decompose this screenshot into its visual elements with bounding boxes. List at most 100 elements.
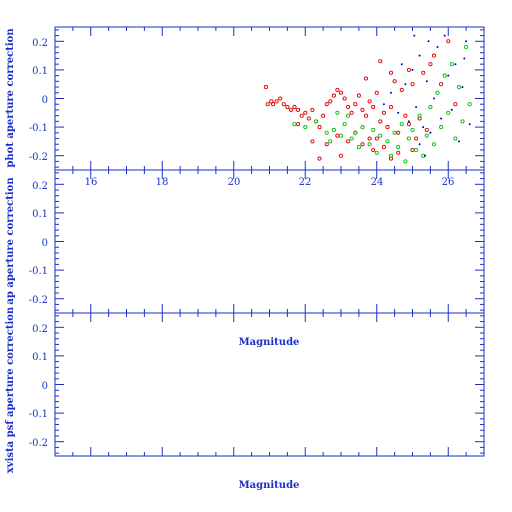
data-point-series-0	[274, 99, 279, 104]
top-ytick-2: 0	[42, 95, 48, 106]
data-point-series-0	[388, 70, 394, 75]
data-point-series-0	[310, 139, 315, 144]
data-point-series-0	[367, 136, 372, 141]
data-point-series-1	[349, 136, 354, 141]
data-point-series-0	[406, 67, 411, 72]
xtick-16: 16	[85, 177, 98, 188]
middle-panel-frame	[54, 169, 485, 314]
data-point-series-1	[403, 159, 408, 164]
data-point-series-1	[396, 145, 401, 150]
xtick-20: 20	[228, 177, 241, 188]
data-point-series-0	[324, 102, 329, 107]
data-point-series-0	[396, 150, 401, 155]
data-point-series-0	[381, 145, 386, 150]
data-point-series-0	[281, 102, 286, 107]
data-point-series-1	[328, 139, 333, 144]
data-point-series-0	[385, 125, 390, 130]
data-point-series-0	[278, 96, 283, 101]
data-point-series-1	[410, 127, 415, 133]
data-point-series-2	[450, 108, 453, 111]
data-point-series-2	[468, 123, 471, 126]
data-point-series-2	[424, 154, 426, 157]
data-point-series-0	[317, 125, 322, 130]
data-point-series-0	[367, 99, 372, 104]
data-point-series-1	[435, 90, 440, 95]
middle-ylabel: ap aperture correction	[5, 177, 16, 305]
data-point-series-1	[424, 133, 429, 138]
data-point-series-0	[349, 110, 354, 115]
bot-ytick-3: -0.1	[29, 409, 48, 420]
data-point-series-0	[424, 127, 429, 133]
data-point-series-0	[374, 90, 379, 95]
data-point-series-2	[427, 40, 430, 43]
data-point-series-1	[292, 122, 297, 127]
data-point-series-0	[321, 113, 326, 118]
data-point-series-1	[367, 142, 372, 147]
bottom-ylabel: xvista psf aperture correction	[5, 306, 16, 473]
data-point-series-2	[433, 97, 435, 100]
data-point-series-0	[388, 105, 394, 110]
data-point-series-0	[439, 82, 444, 87]
data-point-series-0	[392, 79, 397, 84]
top-ytick-1: 0.1	[32, 66, 48, 77]
data-point-series-1	[414, 147, 419, 153]
data-point-series-1	[431, 142, 437, 147]
data-point-series-0	[410, 82, 415, 87]
data-point-series-0	[410, 147, 415, 153]
mid-ytick-4: -0.2	[29, 295, 48, 306]
mid-ytick-2: 0	[42, 238, 48, 249]
bot-ytick-0: 0.2	[32, 324, 48, 335]
data-point-series-1	[335, 110, 340, 115]
middle-xlabel: Magnitude	[239, 337, 300, 348]
data-point-series-0	[331, 93, 336, 98]
data-point-series-1	[353, 130, 358, 135]
data-point-series-2	[415, 106, 418, 109]
top-ytick-4: -0.2	[29, 152, 48, 163]
data-point-series-0	[292, 105, 297, 110]
data-point-series-0	[431, 53, 437, 58]
data-point-series-1	[360, 125, 365, 130]
data-point-series-0	[406, 122, 411, 127]
data-point-series-1	[456, 85, 462, 90]
data-point-series-1	[417, 113, 422, 118]
xtick-24: 24	[371, 177, 384, 188]
data-point-series-2	[418, 143, 421, 146]
top-ytick-3: -0.1	[29, 123, 48, 134]
data-point-series-2	[418, 54, 421, 57]
data-point-series-2	[407, 120, 410, 123]
data-point-series-0	[360, 142, 365, 147]
data-point-series-0	[328, 99, 333, 104]
data-point-series-0	[403, 113, 408, 118]
data-point-series-1	[453, 136, 458, 141]
data-point-series-1	[313, 119, 319, 124]
data-point-series-2	[443, 34, 446, 37]
data-point-series-0	[428, 62, 433, 67]
data-point-series-2	[458, 140, 460, 143]
data-point-series-0	[381, 110, 386, 115]
data-point-series-0	[353, 102, 358, 107]
data-point-series-2	[454, 63, 457, 66]
data-point-series-2	[463, 57, 466, 60]
data-point-series-0	[317, 156, 322, 161]
data-point-series-1	[342, 122, 347, 127]
mid-ytick-1: 0.1	[32, 209, 48, 220]
top-ylabel: phot aperture correction	[5, 28, 16, 168]
bot-ytick-2: 0	[42, 381, 48, 392]
data-point-series-0	[288, 107, 294, 112]
data-point-series-2	[400, 63, 403, 66]
top-panel-frame	[54, 26, 485, 171]
data-point-series-0	[396, 130, 401, 135]
data-point-series-0	[346, 139, 351, 144]
data-point-series-0	[285, 105, 290, 110]
data-point-series-2	[411, 68, 414, 71]
top-ytick-0: 0.2	[32, 38, 48, 49]
data-point-series-2	[404, 83, 407, 86]
data-point-series-0	[269, 99, 274, 104]
data-point-series-0	[296, 107, 301, 112]
data-point-series-0	[342, 96, 347, 101]
data-point-series-1	[374, 150, 379, 155]
data-point-series-0	[421, 70, 426, 75]
data-point-series-2	[440, 117, 443, 120]
xtick-22: 22	[299, 177, 312, 188]
